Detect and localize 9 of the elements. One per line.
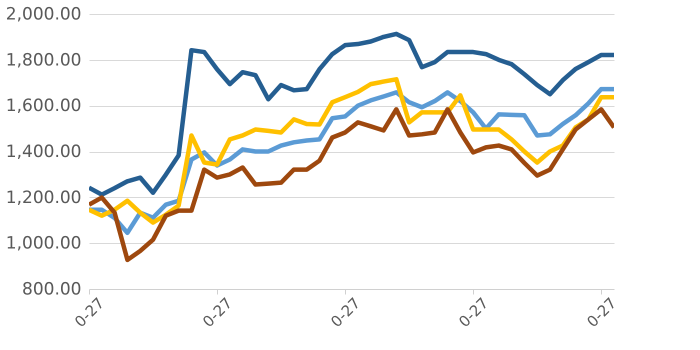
- line-series: [89, 32, 614, 197]
- line-series: [89, 107, 614, 262]
- y-tick-label: 1,000.00: [6, 234, 82, 254]
- y-tick-label: 1,200.00: [6, 188, 82, 208]
- y-tick-label: 2,000.00: [6, 4, 82, 24]
- y-tick-label: 1,400.00: [6, 142, 82, 162]
- y-tick-label: 800.00: [22, 280, 82, 300]
- y-tick-label: 1,600.00: [6, 96, 82, 116]
- y-tick-label: 1,800.00: [6, 50, 82, 70]
